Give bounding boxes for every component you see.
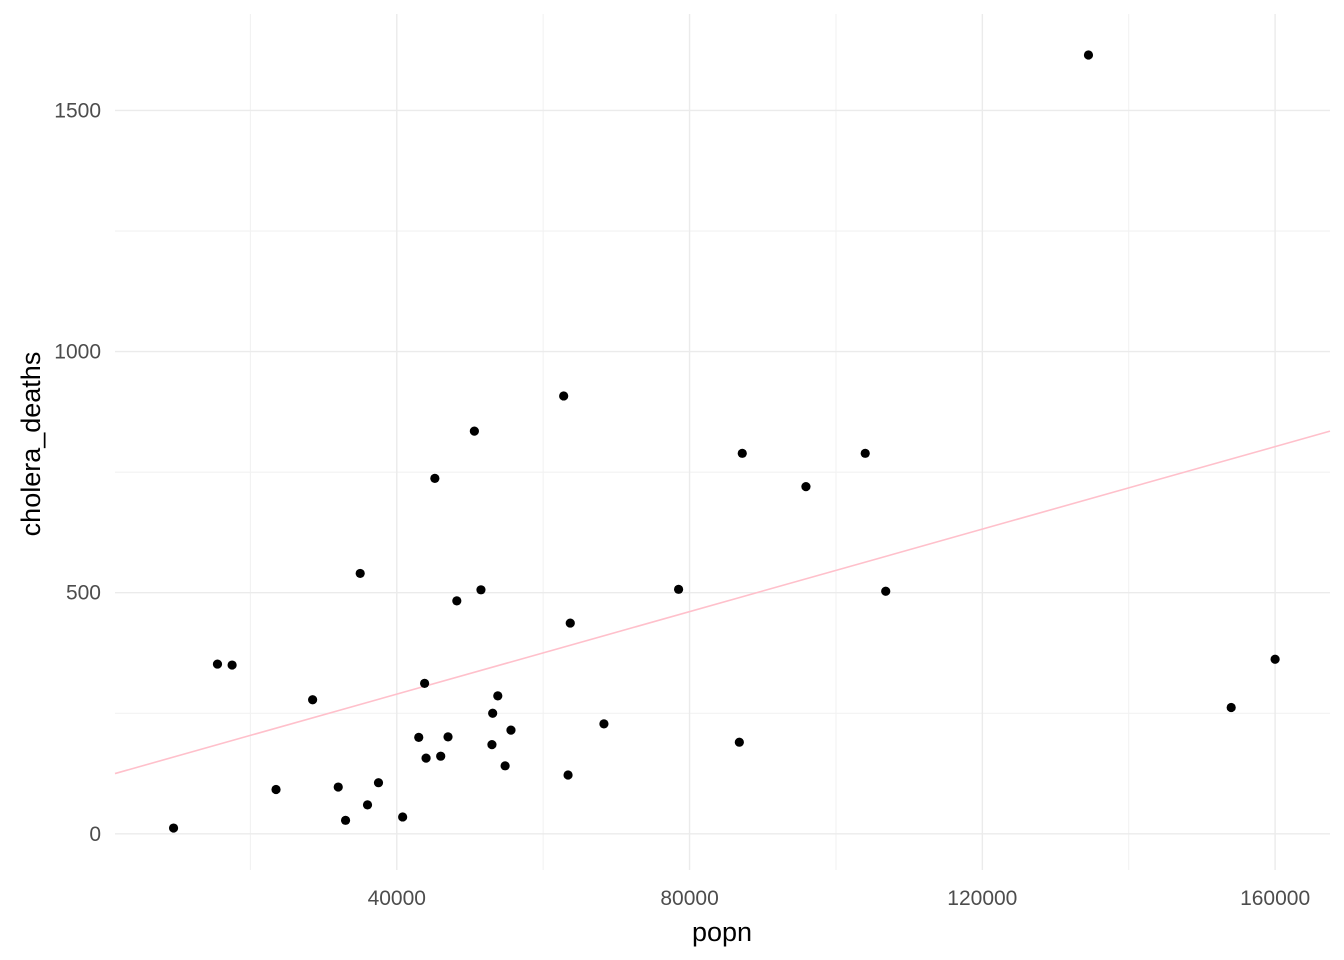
- data-point: [168, 823, 179, 833]
- data-point: [487, 740, 497, 750]
- data-point: [801, 482, 811, 492]
- data-point: [500, 761, 510, 771]
- x-tick-label: 160000: [1240, 887, 1310, 910]
- data-point: [1270, 654, 1280, 664]
- data-point: [420, 678, 430, 688]
- data-point: [476, 585, 486, 595]
- data-point: [1083, 50, 1094, 60]
- trend-line: [114, 430, 1331, 775]
- data-point: [227, 660, 237, 670]
- data-point: [452, 596, 462, 606]
- data-point: [469, 426, 479, 436]
- x-axis-ticks: 40000 80000 120000 160000: [368, 887, 1311, 910]
- data-point: [563, 770, 573, 780]
- data-point: [340, 815, 351, 825]
- data-point: [212, 659, 223, 669]
- data-point: [599, 719, 609, 729]
- data-point: [373, 778, 384, 788]
- y-axis-ticks: 0 500 1000 1500: [54, 99, 101, 845]
- y-axis-title: cholera_deaths: [16, 352, 46, 537]
- data-point: [443, 732, 453, 742]
- data-point: [308, 695, 318, 705]
- data-point: [333, 782, 343, 792]
- grid: [115, 14, 1330, 870]
- y-tick-label: 500: [66, 582, 101, 605]
- data-point: [565, 618, 575, 628]
- data-point: [860, 448, 870, 458]
- data-point: [559, 391, 569, 401]
- data-point: [271, 784, 281, 795]
- data-point: [673, 584, 684, 594]
- data-point: [414, 732, 424, 742]
- y-tick-label: 0: [89, 823, 101, 846]
- data-point: [1226, 702, 1236, 713]
- data-point: [436, 751, 446, 761]
- trend-line-layer: [114, 430, 1331, 775]
- data-point: [506, 725, 516, 735]
- data-point: [421, 753, 431, 763]
- data-point: [488, 708, 498, 718]
- data-point: [493, 691, 503, 701]
- data-point: [737, 448, 747, 458]
- data-point: [362, 800, 373, 810]
- x-tick-label: 40000: [368, 887, 426, 910]
- x-axis-title: popn: [692, 917, 752, 947]
- data-point: [398, 812, 408, 822]
- data-point: [734, 737, 744, 747]
- y-tick-label: 1000: [54, 341, 101, 364]
- data-point: [881, 586, 891, 596]
- data-point: [430, 473, 440, 484]
- data-point: [355, 568, 365, 579]
- points-layer: [168, 50, 1280, 833]
- y-tick-label: 1500: [54, 99, 101, 122]
- x-tick-label: 120000: [947, 887, 1017, 910]
- x-tick-label: 80000: [660, 887, 718, 910]
